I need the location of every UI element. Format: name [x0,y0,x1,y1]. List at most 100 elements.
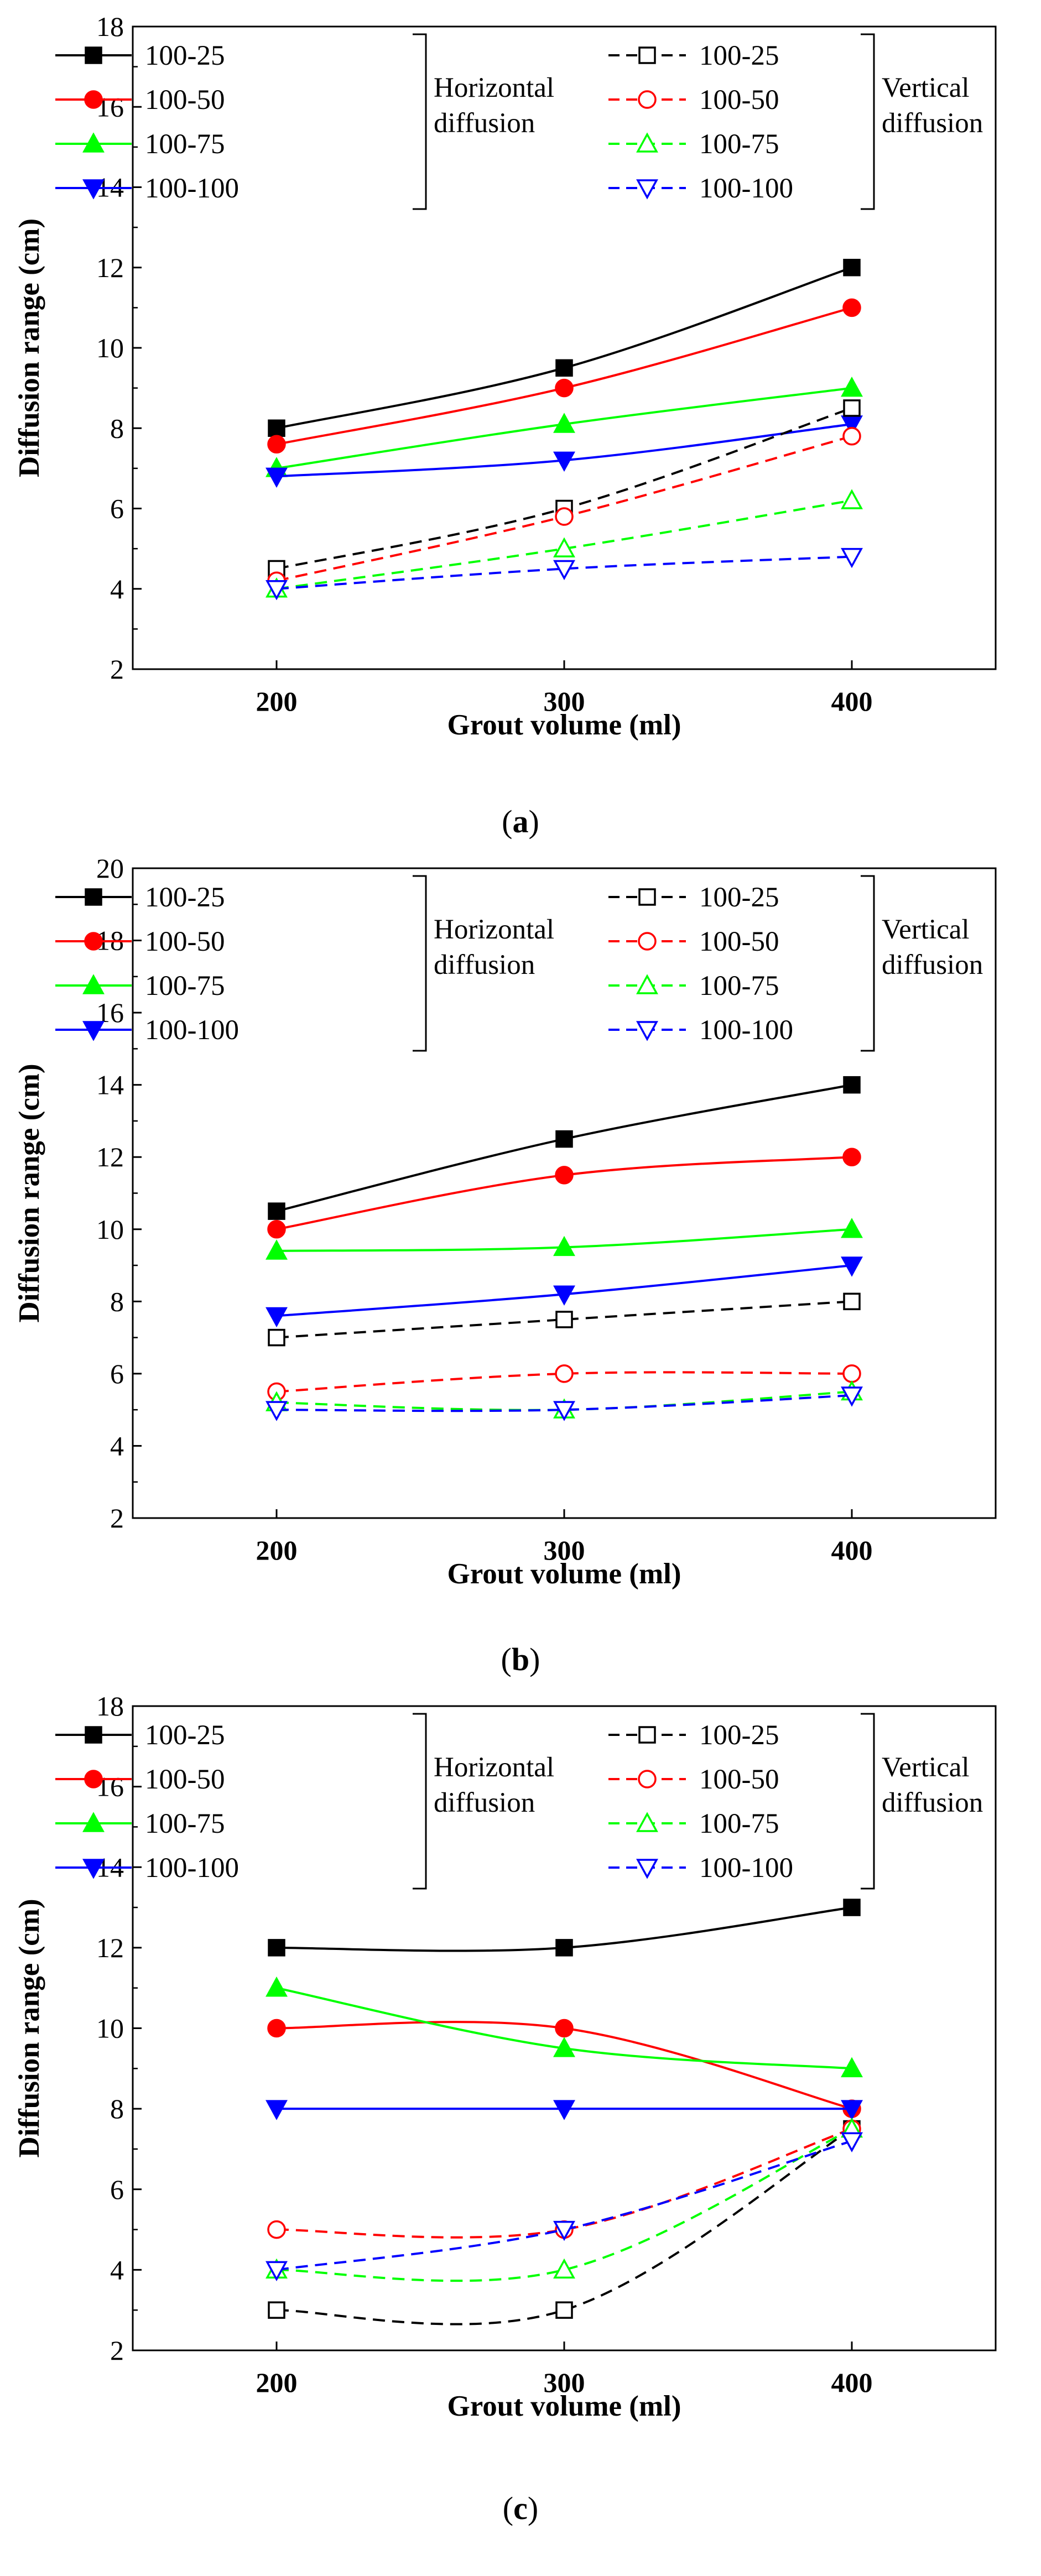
y-tick-label: 18 [96,1691,124,1722]
legend-entry-label: 100-75 [145,1808,225,1839]
legend-group-label: diffusion [434,108,535,139]
data-point-1-1 [555,378,574,398]
data-point-4-0 [268,2301,285,2319]
data-point-7-0 [266,580,288,601]
legend-marker [82,1021,105,1041]
legend-marker [85,46,102,64]
panel-caption-letter: c [513,2490,528,2526]
legend-entry-label: 100-25 [699,40,779,71]
data-point-0-1 [555,1939,573,1957]
y-tick-label: 20 [96,853,124,884]
y-tick-label: 4 [110,573,124,604]
x-tick-label: 300 [544,1535,585,1566]
data-point-2-0 [266,1977,288,1997]
legend-marker [638,90,657,109]
y-tick-label: 2 [110,2335,124,2366]
legend-entry-label: 100-50 [145,1764,225,1795]
legend-group-label: Horizontal [434,1752,554,1783]
data-point-7-2 [841,2132,863,2153]
y-tick-label: 10 [96,1214,124,1245]
data-point-4-1 [555,1311,573,1328]
legend-entry-label: 100-25 [699,882,779,913]
data-point-0-0 [268,419,285,437]
legend-marker [84,932,103,951]
legend-marker [636,1021,658,1041]
legend-marker [84,90,103,109]
legend-marker [636,132,658,153]
legend-group-label: Horizontal [434,72,554,103]
legend-entry-label: 100-75 [699,129,779,160]
data-point-0-2 [843,259,861,277]
legend-group-label: Vertical [882,914,970,945]
legend-entry-label: 100-100 [699,173,793,204]
data-point-4-2 [843,399,861,417]
data-point-4-1 [555,2301,573,2319]
legend-marker [85,888,102,906]
legend-entry-label: 100-25 [699,1720,779,1751]
y-tick-label: 10 [96,2013,124,2044]
series-line-5 [276,1371,852,1393]
data-point-0-1 [555,359,573,377]
data-point-3-0 [266,1307,288,1328]
data-point-1-2 [842,1148,861,1166]
y-axis-title: Diffusion range (cm) [13,1063,45,1322]
y-tick-label: 6 [110,1358,124,1389]
data-point-0-1 [555,1130,573,1148]
legend-bracket [413,1713,427,1890]
panel-caption-close: ) [529,804,539,839]
data-point-4-2 [843,1292,861,1311]
data-point-5-0 [267,2220,286,2239]
series-line-6 [276,1390,852,1411]
x-tick-label: 400 [831,2367,873,2398]
x-axis-title: Grout volume (ml) [447,1558,681,1590]
x-tick-label: 200 [256,1535,298,1566]
data-point-1-0 [267,2019,286,2038]
legend-bracket [861,875,875,1052]
legend-entry-label: 100-75 [145,129,225,160]
data-point-2-1 [553,1235,575,1256]
data-point-6-2 [841,489,863,509]
data-point-2-2 [841,1218,863,1238]
data-point-1-1 [555,2019,574,2038]
data-point-7-2 [841,547,863,569]
legend-marker [82,974,105,994]
legend-entry-label: 100-25 [145,1720,225,1751]
x-tick-label: 300 [544,2367,585,2398]
data-point-3-0 [266,467,288,488]
legend-group-label: diffusion [882,950,983,981]
legend-group-label: Vertical [882,1752,970,1783]
data-point-2-0 [266,1239,288,1260]
legend-marker [82,1812,105,1832]
data-point-2-1 [553,2037,575,2057]
panel-caption-close: ) [529,1641,540,1677]
data-point-1-0 [267,1220,286,1239]
data-point-3-2 [841,2100,863,2120]
legend-entry-label: 100-50 [699,926,779,957]
panel-caption-letter: b [512,1641,529,1677]
x-tick-label: 300 [544,686,585,717]
legend-marker [84,1770,103,1788]
x-tick-label: 200 [256,686,298,717]
legend-entry-label: 100-100 [699,1853,793,1884]
data-point-2-1 [553,413,575,433]
legend-entry-label: 100-50 [145,85,225,116]
data-point-3-1 [553,2100,575,2120]
legend-group-label: Vertical [882,72,970,103]
legend-entry-label: 100-25 [145,40,225,71]
y-tick-label: 18 [96,11,124,42]
data-point-3-1 [553,451,575,472]
y-tick-label: 8 [110,1286,124,1317]
data-point-5-1 [555,1364,574,1383]
series-line-7 [276,555,852,590]
legend-marker [85,1726,102,1744]
panel-caption-open: ( [502,804,512,839]
panel-caption: (a) [502,804,539,839]
data-point-6-1 [553,537,575,557]
x-axis-title: Grout volume (ml) [447,709,681,741]
data-point-7-0 [266,1401,288,1421]
x-tick-label: 400 [831,1535,873,1566]
